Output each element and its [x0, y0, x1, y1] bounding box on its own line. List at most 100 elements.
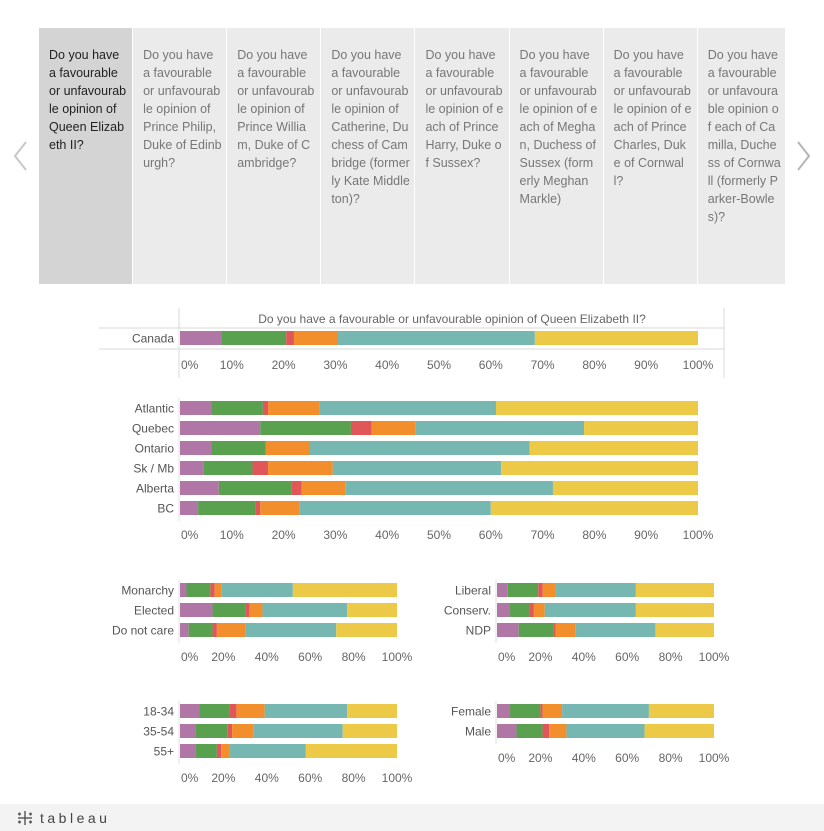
- x-tick-label: 30%: [323, 358, 347, 372]
- bar-segment: [497, 623, 519, 637]
- category-label: Female: [451, 705, 491, 719]
- tab-queen-elizabeth[interactable]: Do you have a favourable or unfavourable…: [39, 28, 133, 284]
- tableau-logo[interactable]: tableau: [16, 809, 110, 827]
- next-arrow[interactable]: [792, 138, 814, 174]
- tab-camilla[interactable]: Do you have a favourable or unfavourable…: [697, 28, 785, 284]
- bar-segment: [575, 623, 656, 637]
- x-tick-label: 70%: [531, 528, 555, 542]
- bar-segment: [371, 421, 416, 435]
- bar-segment: [336, 623, 397, 637]
- tab-prince-harry[interactable]: Do you have a favourable or unfavourable…: [415, 28, 509, 284]
- bar-segment: [268, 401, 320, 415]
- tab-meghan[interactable]: Do you have a favourable or unfavourable…: [509, 28, 603, 284]
- bar-segment: [199, 704, 230, 718]
- x-tick-label: 60%: [298, 771, 322, 785]
- x-tick-label: 50%: [427, 528, 451, 542]
- x-tick-label: 20%: [211, 650, 235, 664]
- bar-segment: [309, 441, 530, 455]
- bar-segment: [180, 744, 196, 758]
- bar-segment: [347, 603, 397, 617]
- x-tick-label: 80%: [342, 650, 366, 664]
- bar-segment: [347, 704, 397, 718]
- bar-segment: [180, 583, 187, 597]
- x-tick-label: 80%: [582, 358, 606, 372]
- bar-segment: [291, 481, 302, 495]
- tab-prince-william[interactable]: Do you have a favourable or unfavourable…: [227, 28, 321, 284]
- x-tick-label: 90%: [634, 358, 658, 372]
- bar-segment: [301, 481, 346, 495]
- bar-segment: [203, 461, 253, 475]
- x-tick-label: 20%: [528, 650, 552, 664]
- bar-segment: [305, 744, 397, 758]
- bar-segment: [229, 704, 237, 718]
- x-tick-label: 60%: [298, 650, 322, 664]
- x-tick-label: 70%: [531, 358, 555, 372]
- x-tick-label: 100%: [382, 771, 413, 785]
- bar-segment: [227, 724, 233, 738]
- bar-segment: [221, 331, 287, 345]
- x-tick-label: 20%: [528, 751, 552, 765]
- bar-segment: [635, 603, 714, 617]
- bar-segment: [211, 441, 266, 455]
- x-tick-label: 60%: [615, 650, 639, 664]
- bar-segment: [552, 481, 698, 495]
- bar-segment: [501, 461, 698, 475]
- bar-segment: [180, 461, 204, 475]
- bar-segment: [221, 744, 230, 758]
- bar-segment: [319, 401, 496, 415]
- bar-segment: [180, 724, 196, 738]
- bar-segment: [510, 603, 530, 617]
- x-tick-label: 60%: [479, 528, 503, 542]
- bar-segment: [252, 461, 269, 475]
- category-label: 18-34: [143, 705, 174, 719]
- bar-segment: [542, 704, 563, 718]
- category-label: Ontario: [135, 442, 175, 456]
- bar-segment: [249, 603, 263, 617]
- bar-segment: [195, 724, 228, 738]
- bar-segment: [529, 441, 698, 455]
- x-tick-label: 80%: [342, 771, 366, 785]
- bar-segment: [542, 583, 556, 597]
- prev-arrow[interactable]: [10, 138, 32, 174]
- bar-segment: [245, 623, 337, 637]
- bar-segment: [292, 583, 397, 597]
- x-tick-label: 0%: [498, 650, 516, 664]
- bar-segment: [562, 704, 649, 718]
- x-tick-label: 40%: [375, 358, 399, 372]
- x-tick-label: 0%: [498, 751, 516, 765]
- bar-segment: [236, 704, 265, 718]
- tab-catherine[interactable]: Do you have a favourable or unfavourable…: [321, 28, 415, 284]
- bar-segment: [180, 441, 212, 455]
- x-tick-label: 60%: [479, 358, 503, 372]
- bar-segment: [180, 331, 222, 345]
- bar-segment: [211, 401, 263, 415]
- tab-prince-philip[interactable]: Do you have a favourable or unfavourable…: [133, 28, 227, 284]
- bar-segment: [350, 421, 372, 435]
- x-tick-label: 80%: [582, 528, 606, 542]
- tab-prince-charles[interactable]: Do you have a favourable or unfavourable…: [603, 28, 697, 284]
- bar-segment: [566, 724, 645, 738]
- bar-segment: [286, 331, 294, 345]
- bar-segment: [198, 501, 256, 515]
- bar-segment: [180, 603, 213, 617]
- bar-segment: [218, 481, 292, 495]
- bar-segment: [337, 331, 535, 345]
- tableau-logo-icon: [18, 811, 32, 825]
- bar-segment: [180, 481, 219, 495]
- x-tick-label: 100%: [699, 751, 730, 765]
- bar-segment: [544, 603, 636, 617]
- bar-segment: [507, 583, 539, 597]
- x-tick-label: 20%: [211, 771, 235, 785]
- x-tick-label: 30%: [323, 528, 347, 542]
- bar-segment: [497, 603, 511, 617]
- bar-segment: [245, 603, 250, 617]
- x-tick-label: 10%: [220, 358, 244, 372]
- bar-segment: [264, 704, 348, 718]
- x-tick-label: 40%: [572, 751, 596, 765]
- bar-segment: [188, 623, 213, 637]
- bar-segment: [180, 704, 200, 718]
- bar-segment: [345, 481, 553, 495]
- category-label: 35-54: [143, 725, 174, 739]
- bar-segment: [260, 501, 300, 515]
- bar-segment: [210, 583, 215, 597]
